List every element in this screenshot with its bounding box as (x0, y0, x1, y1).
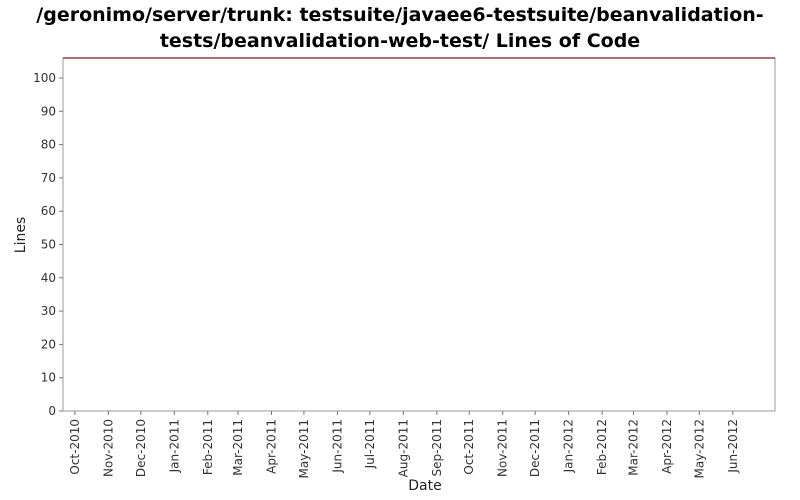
x-tick-label: Nov-2011 (496, 419, 510, 477)
y-tick-label: 10 (41, 371, 56, 385)
x-tick-label: May-2012 (692, 419, 706, 478)
x-tick-label: Oct-2010 (68, 419, 82, 475)
x-tick-label: Jan-2011 (167, 419, 181, 473)
x-tick-label: Jul-2011 (363, 419, 377, 469)
x-tick-label: Feb-2012 (595, 419, 609, 475)
x-tick-label: Sep-2011 (430, 419, 444, 477)
y-tick-label: 60 (41, 204, 56, 218)
x-tick-label: Dec-2010 (134, 419, 148, 477)
x-tick-label: Aug-2011 (396, 419, 410, 477)
y-tick-label: 50 (41, 237, 56, 251)
x-tick-label: Apr-2012 (660, 419, 674, 474)
chart-title: /geronimo/server/trunk: testsuite/javaee… (0, 2, 800, 54)
y-tick-label: 0 (48, 404, 56, 418)
y-tick-label: 80 (41, 138, 56, 152)
x-axis-label: Date (408, 478, 441, 494)
x-tick-label: Mar-2011 (231, 419, 245, 476)
y-tick-label: 30 (41, 304, 56, 318)
x-tick-label: Jun-2011 (330, 419, 344, 474)
x-axis: Oct-2010 Nov-2010 Dec-2010 Jan-2011 Feb-2011… (68, 411, 740, 478)
x-tick-label: Jun-2012 (726, 419, 740, 474)
x-tick-label: Jan-2012 (562, 419, 576, 473)
x-tick-label: Dec-2011 (528, 419, 542, 477)
plot-area (62, 57, 776, 412)
y-tick-label: 100 (33, 71, 56, 85)
x-tick-label: Oct-2011 (462, 419, 476, 475)
y-tick-label: 20 (41, 337, 56, 351)
y-tick-label: 70 (41, 171, 56, 185)
y-axis: 0 10 20 30 40 50 60 70 80 90 100 (33, 71, 63, 418)
x-tick-label: Mar-2012 (626, 419, 640, 476)
x-tick-label: Feb-2011 (201, 419, 215, 475)
y-tick-label: 90 (41, 104, 56, 118)
chart-title-line-2: tests/beanvalidation-web-test/ Lines of … (159, 30, 641, 52)
x-tick-label: May-2011 (297, 419, 311, 478)
chart-title-line-1: /geronimo/server/trunk: testsuite/javaee… (36, 4, 764, 26)
y-axis-label: Lines (13, 217, 29, 253)
x-tick-label: Apr-2011 (265, 419, 279, 474)
y-tick-label: 40 (41, 271, 56, 285)
x-tick-label: Nov-2010 (101, 419, 115, 477)
